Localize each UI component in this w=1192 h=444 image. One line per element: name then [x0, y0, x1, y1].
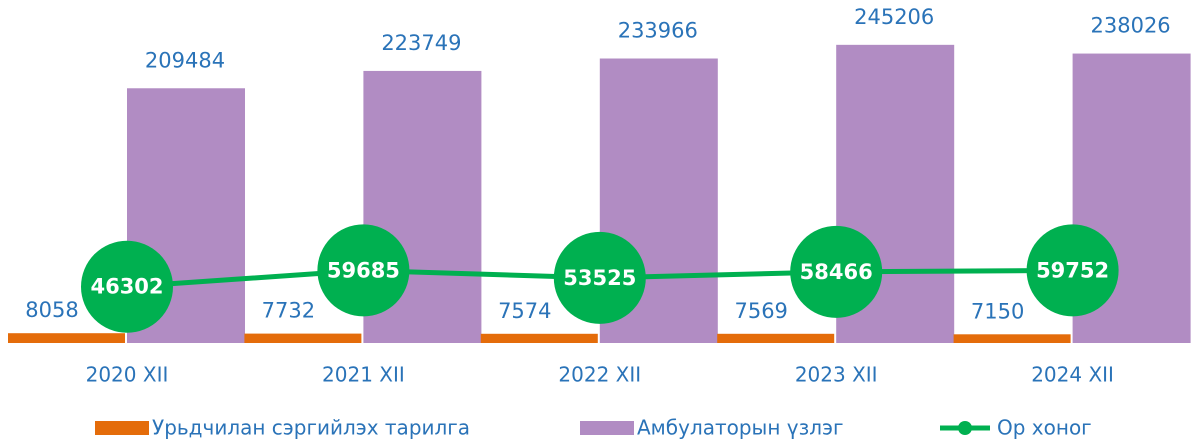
data-label: 8058 — [25, 298, 78, 322]
bar — [244, 333, 362, 343]
data-label: 7732 — [262, 299, 315, 323]
line-point — [790, 225, 883, 318]
data-label: 7569 — [734, 299, 787, 323]
legend-label: Урьдчилан сэргийлэх тарилга — [152, 416, 470, 440]
x-tick-label: 2020 XII — [86, 363, 169, 387]
data-label: 245206 — [854, 5, 934, 29]
data-label: 7574 — [498, 299, 551, 323]
data-label: 233966 — [618, 18, 698, 42]
data-label: 58466 — [800, 260, 873, 284]
data-label: 209484 — [145, 48, 225, 72]
line-point — [317, 224, 410, 317]
legend-label: Ор хоног — [997, 416, 1092, 440]
bar — [8, 333, 125, 343]
bar — [953, 334, 1071, 343]
legend-swatch — [580, 421, 634, 435]
x-tick-label: 2024 XII — [1031, 363, 1114, 387]
data-label: 238026 — [1091, 14, 1171, 38]
line-point — [553, 231, 646, 324]
line-point — [81, 240, 173, 333]
bar — [480, 333, 598, 343]
x-tick-label: 2023 XII — [795, 363, 878, 387]
data-label: 59685 — [327, 258, 400, 282]
data-label: 223749 — [381, 31, 461, 55]
data-label: 7150 — [971, 299, 1024, 323]
data-label: 46302 — [90, 275, 163, 299]
legend-swatch — [958, 421, 972, 435]
data-label: 59752 — [1036, 258, 1109, 282]
line-point — [1026, 224, 1119, 317]
x-tick-label: 2021 XII — [322, 363, 405, 387]
legend-label: Амбулаторын үзлэг — [637, 416, 844, 440]
legend-swatch — [95, 421, 149, 435]
bar — [717, 333, 835, 343]
data-label: 53525 — [563, 266, 636, 290]
x-tick-label: 2022 XII — [558, 363, 641, 387]
